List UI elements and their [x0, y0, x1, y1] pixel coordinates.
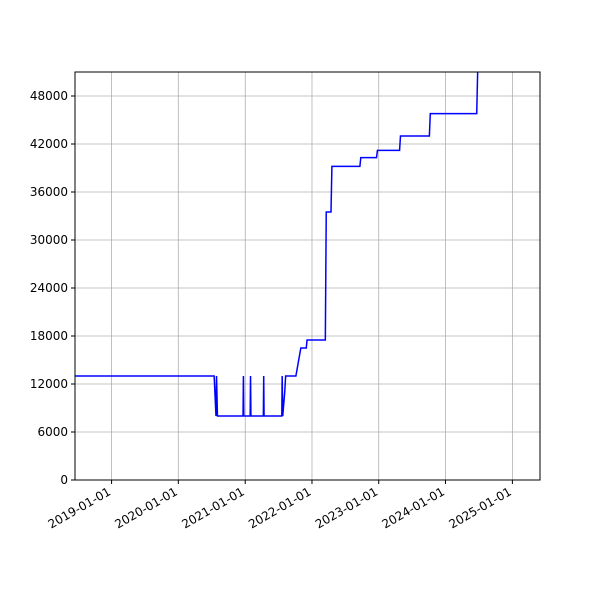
series-layer	[75, 71, 479, 417]
plot-frame	[74, 71, 541, 481]
grid	[75, 72, 540, 481]
y-tick-label: 18000	[30, 329, 68, 343]
y-axis: 0 6000 12000 18000 24000 30000 36000 42000 48000	[30, 89, 75, 487]
plot-background	[75, 72, 540, 480]
y-tick-label: 48000	[30, 89, 68, 103]
y-tick-label: 12000	[30, 377, 68, 391]
y-tick-label: 30000	[30, 233, 68, 247]
y-tick-label: 24000	[30, 281, 68, 295]
y-tick-label: 0	[60, 473, 68, 487]
y-tick-label: 42000	[30, 137, 68, 151]
series-line	[75, 71, 479, 417]
y-tick-label: 6000	[37, 425, 68, 439]
y-tick-label: 36000	[30, 185, 68, 199]
